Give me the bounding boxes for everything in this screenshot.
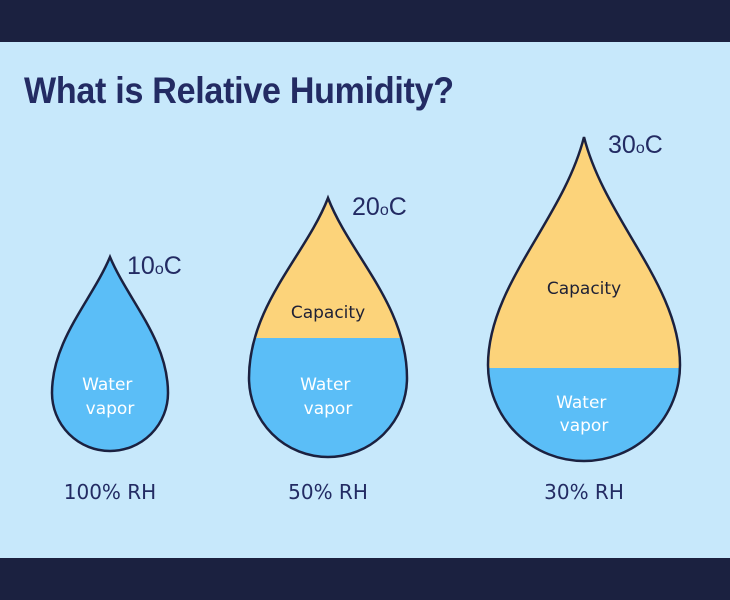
bottom-band bbox=[0, 558, 730, 600]
drop-10c-rh-label: 100% RH bbox=[64, 480, 156, 504]
drop-30c-capacity-fill bbox=[488, 137, 680, 370]
drop-30c-outline bbox=[486, 136, 682, 463]
drop-20c: 20oC Capacity Water vapor 50% RH bbox=[247, 193, 409, 504]
drop-10c-outline bbox=[50, 253, 170, 453]
drop-20c-capacity-label: Capacity bbox=[291, 303, 365, 323]
drop-10c-water-fill bbox=[52, 257, 168, 451]
drop-20c-outline bbox=[247, 194, 409, 459]
page-title: What is Relative Humidity? bbox=[24, 70, 454, 111]
drop-30c-rh-label: 30% RH bbox=[544, 480, 624, 504]
drop-10c: 10oC Water vapor 100% RH bbox=[50, 252, 182, 504]
drop-30c-water-label: Water vapor bbox=[556, 393, 612, 436]
drop-20c-water-label: Water vapor bbox=[300, 375, 356, 419]
drop-10c-water-label: Water vapor bbox=[82, 375, 138, 419]
drop-10c-temperature: 10oC bbox=[127, 252, 182, 280]
drop-20c-temperature: 20oC bbox=[352, 193, 407, 221]
top-band bbox=[0, 0, 730, 42]
drop-30c: 30oC Capacity Water vapor 30% RH bbox=[486, 131, 682, 504]
drop-20c-rh-label: 50% RH bbox=[288, 480, 368, 504]
drop-30c-temperature: 30oC bbox=[608, 131, 663, 159]
drop-30c-capacity-label: Capacity bbox=[547, 279, 621, 299]
